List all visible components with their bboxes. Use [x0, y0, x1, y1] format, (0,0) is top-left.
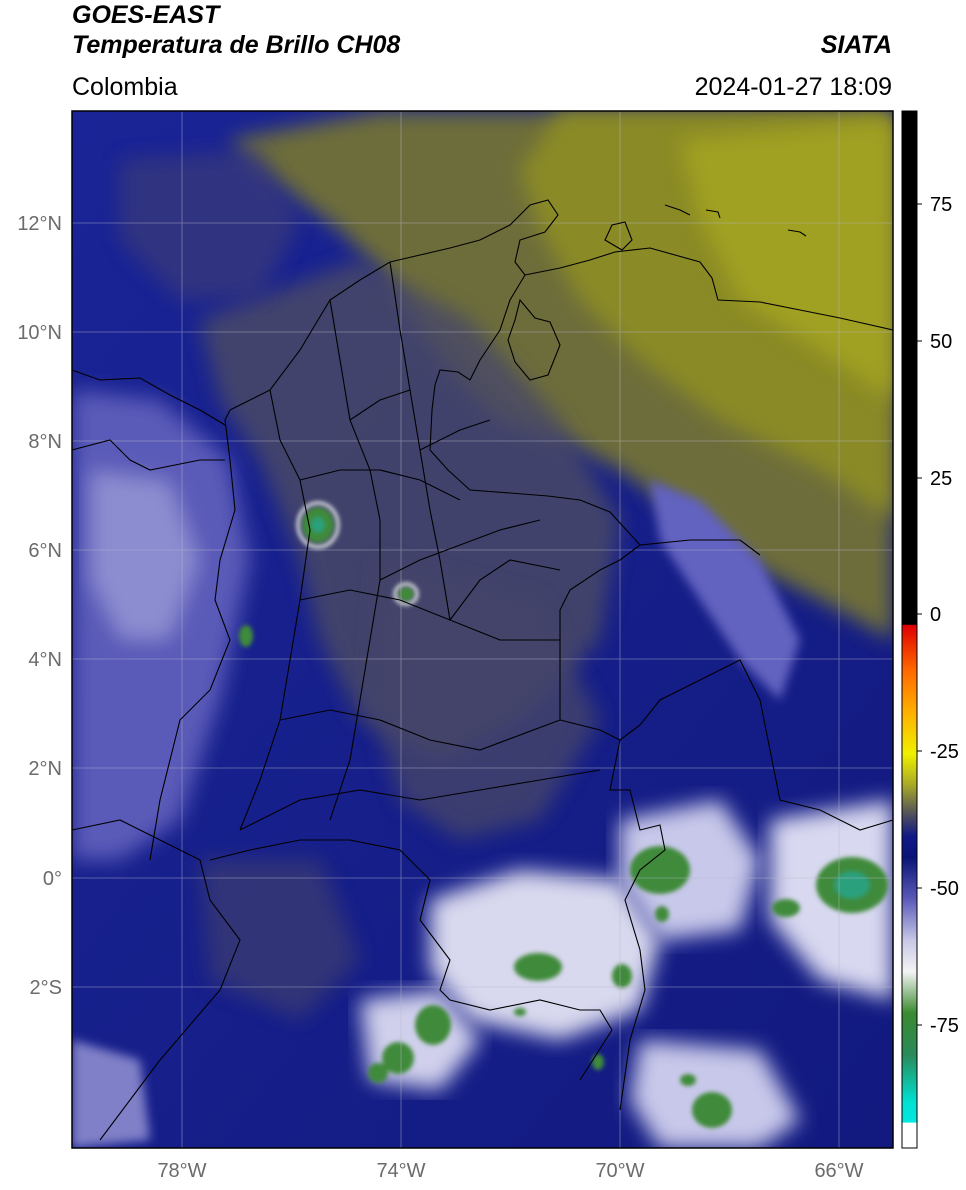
colorbar-tick: 75	[930, 194, 952, 216]
colorbar-gradient	[902, 111, 917, 1148]
colorbar-tick: -25	[930, 741, 959, 763]
lon-tick: 66°W	[814, 1160, 863, 1182]
colorbar-tick: 50	[930, 331, 952, 353]
region-label: Colombia	[72, 73, 178, 101]
lon-tick: 78°W	[157, 1160, 206, 1182]
colorbar-tick: 0	[930, 604, 941, 626]
lat-tick: 6°N	[28, 540, 62, 562]
map-frame	[71, 110, 894, 1149]
colorbar-tick: -50	[930, 878, 959, 900]
lon-tick: 70°W	[595, 1160, 644, 1182]
lat-tick: 2°S	[30, 977, 62, 999]
lat-tick: 10°N	[17, 322, 62, 344]
organization-label: SIATA	[820, 31, 892, 59]
title-block: GOES-EAST Temperatura de Brillo CH08 Col…	[72, 0, 400, 102]
latitude-ticks: 12°N 10°N 8°N 6°N 4°N 2°N 0° 2°S	[17, 213, 62, 999]
brightness-temperature-field	[72, 111, 893, 1148]
timestamp-label: 2024-01-27 18:09	[694, 73, 892, 101]
colorbar: 75 50 25 0 -25 -50 -75	[901, 110, 959, 1149]
lat-tick: 12°N	[17, 213, 62, 235]
title-right-block: SIATA 2024-01-27 18:09	[695, 30, 892, 102]
colorbar-tick: -75	[930, 1015, 959, 1037]
product-title: Temperatura de Brillo CH08	[72, 31, 401, 59]
satellite-title: GOES-EAST	[72, 1, 220, 29]
lat-tick: 4°N	[28, 649, 62, 671]
borders-coastlines	[72, 199, 893, 1141]
colorbar-tick: 25	[930, 468, 952, 490]
lat-tick: 8°N	[28, 431, 62, 453]
lat-tick: 0°	[43, 868, 62, 890]
lat-tick: 2°N	[28, 758, 62, 780]
gridlines	[72, 111, 893, 1148]
longitude-ticks: 78°W 74°W 70°W 66°W	[157, 1160, 863, 1182]
lon-tick: 74°W	[376, 1160, 425, 1182]
